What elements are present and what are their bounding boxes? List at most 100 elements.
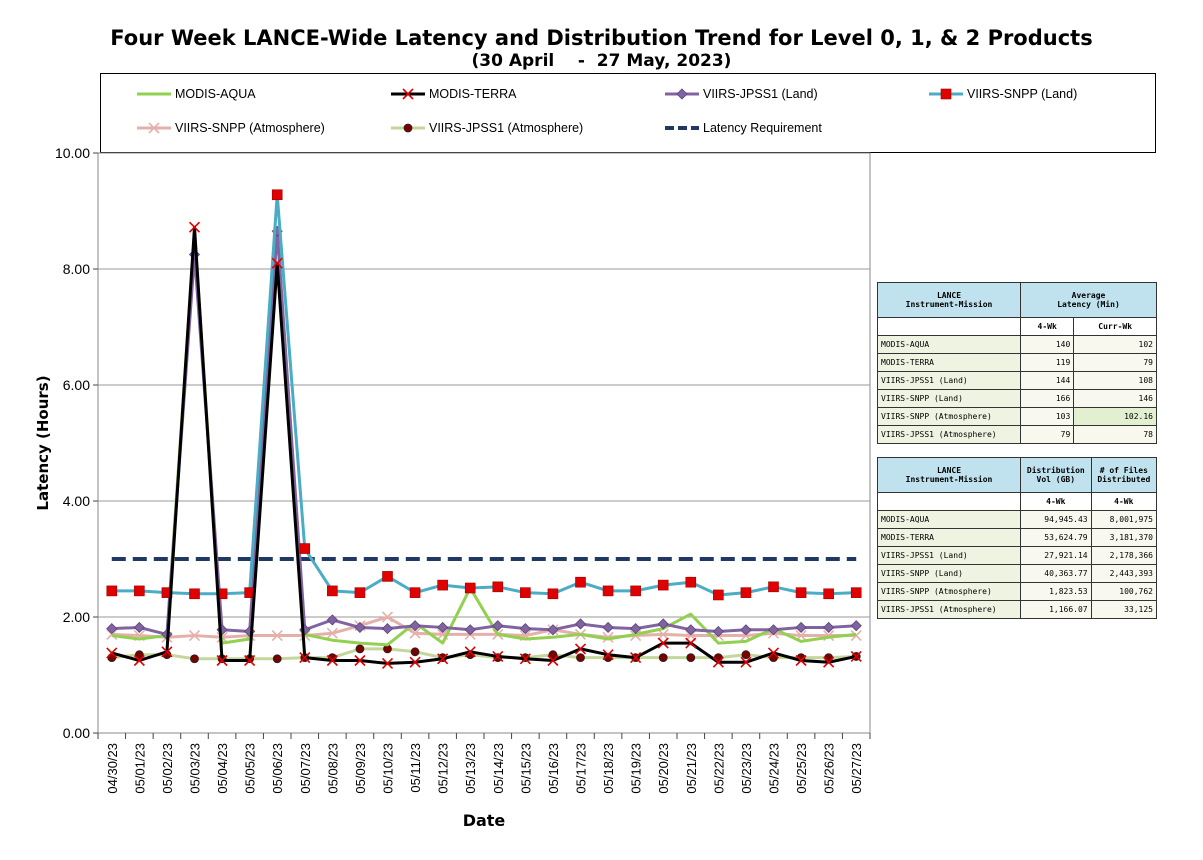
data-point [574, 643, 587, 655]
legend-item-viirs-jpss1-land: VIIRS-JPSS1 (Land) [663, 84, 818, 104]
data-point [712, 625, 724, 638]
data-point [795, 621, 807, 634]
data-point [823, 621, 835, 634]
data-point [574, 618, 587, 630]
x-tick-label: 04/30/23 [105, 743, 120, 794]
latency-table-value-cell: 166 [1019, 389, 1075, 408]
data-point [492, 650, 504, 663]
data-point [437, 621, 449, 634]
chart-title: Four Week LANCE-Wide Latency and Distrib… [110, 26, 1093, 50]
data-point [134, 585, 145, 597]
latency-table-row: MODIS-AQUA 140 102 [877, 335, 1157, 354]
distribution-table-instrument-cell: MODIS-AQUA [877, 510, 1021, 529]
y-tick-label: 0.00 [63, 725, 90, 741]
x-tick-label: 05/09/23 [353, 743, 368, 794]
legend-swatch [391, 123, 425, 133]
data-point [767, 647, 780, 659]
x-tick-label: 05/15/23 [518, 743, 533, 794]
data-point [188, 629, 201, 642]
latency-table-instrument-cell: MODIS-TERRA [877, 353, 1021, 372]
latency-table-row: VIIRS-JPSS1 (Atmosphere) 79 78 [877, 425, 1157, 444]
data-point [492, 620, 504, 632]
legend-marker [676, 88, 688, 100]
y-tick-label: 4.00 [63, 493, 90, 509]
series-modis-aqua [111, 226, 857, 647]
series-line-modis-terra [111, 225, 857, 665]
x-tick-label: 05/06/23 [270, 743, 285, 794]
data-point [602, 585, 614, 597]
data-point [658, 653, 668, 662]
data-point [161, 646, 173, 658]
latency-table-row: VIIRS-SNPP (Land) 166 146 [877, 389, 1157, 408]
y-tick-label: 10.00 [55, 145, 90, 161]
data-point [464, 646, 476, 658]
legend-swatch [929, 88, 963, 100]
legend-swatch [665, 88, 699, 100]
chart-legend: MODIS-AQUA MODIS-TERRA VIIRS-JPSS1 (Land) V… [100, 73, 1156, 153]
distribution-table: LANCE Instrument-Mission Distribution Vo… [877, 457, 1158, 619]
distribution-table-row: VIIRS-SNPP (Atmosphere) 1,823.53 100,762 [877, 582, 1158, 601]
data-point [381, 611, 394, 623]
y-tick-label: 2.00 [63, 609, 90, 625]
x-tick-label: 05/25/23 [794, 743, 809, 794]
data-point [272, 654, 282, 664]
distribution-table-value-cell: 1,823.53 [1020, 582, 1092, 601]
distribution-table-header-instrument: LANCE Instrument-Mission [877, 457, 1021, 493]
latency-table-value-cell: 79 [1019, 425, 1075, 444]
data-point [437, 579, 448, 591]
data-point [547, 654, 559, 667]
x-tick-label: 05/07/23 [298, 743, 313, 794]
distribution-table-row: MODIS-TERRA 53,624.79 3,181,370 [877, 528, 1158, 547]
x-tick-label: 05/12/23 [436, 743, 451, 794]
data-point [409, 587, 421, 598]
data-point [850, 587, 862, 598]
distribution-table-value-cell: 33,125 [1090, 600, 1158, 619]
x-tick-label: 05/23/23 [739, 743, 754, 794]
x-tick-label: 05/13/23 [463, 743, 478, 794]
latency-table-value-cell: 108 [1073, 371, 1157, 390]
legend-swatch [137, 122, 171, 134]
data-point [464, 582, 476, 594]
data-point [271, 629, 283, 642]
latency-table-col-4wk: 4-Wk [1019, 317, 1075, 336]
legend-label: VIIRS-SNPP (Atmosphere) [175, 121, 325, 135]
y-tick-label: 8.00 [63, 261, 90, 277]
x-tick-label: 05/18/23 [601, 743, 616, 794]
latency-table-value-cell: 103 [1019, 407, 1075, 426]
data-point [354, 587, 366, 598]
data-point [464, 624, 476, 636]
data-point [823, 588, 834, 600]
data-point [576, 653, 585, 662]
data-point [381, 657, 394, 669]
legend-swatch [391, 88, 425, 100]
x-tick-label: 05/10/23 [381, 743, 396, 794]
latency-table-instrument-cell: VIIRS-SNPP (Land) [877, 389, 1021, 408]
data-point [850, 620, 862, 632]
data-point [133, 621, 145, 634]
distribution-table-value-cell: 3,181,370 [1090, 528, 1158, 547]
latency-table-instrument-cell: VIIRS-SNPP (Atmosphere) [877, 407, 1021, 426]
series-line-modis-aqua [111, 226, 857, 647]
latency-table-value-cell: 78 [1073, 425, 1157, 444]
data-point [657, 628, 669, 640]
distribution-table-value-cell: 8,001,975 [1090, 510, 1158, 529]
data-point [326, 614, 338, 626]
legend-marker [403, 123, 413, 133]
distribution-table-header-volume: Distribution Vol (GB) [1020, 457, 1092, 493]
data-point [657, 579, 669, 591]
data-point [190, 654, 199, 664]
data-point [685, 637, 697, 649]
data-point [602, 621, 614, 634]
series-modis-terra [106, 221, 862, 669]
x-tick-label: 05/14/23 [491, 743, 506, 794]
data-point [686, 653, 696, 662]
data-point [712, 656, 724, 668]
data-point [547, 588, 559, 600]
data-point [795, 654, 807, 667]
data-point [437, 653, 449, 665]
latency-table-row: VIIRS-SNPP (Atmosphere) 103 102.16 [877, 407, 1157, 426]
legend-item-viirs-snpp-atmosphere: VIIRS-SNPP (Atmosphere) [135, 118, 325, 138]
data-point [133, 654, 145, 667]
distribution-table-instrument-cell: MODIS-TERRA [877, 528, 1021, 547]
